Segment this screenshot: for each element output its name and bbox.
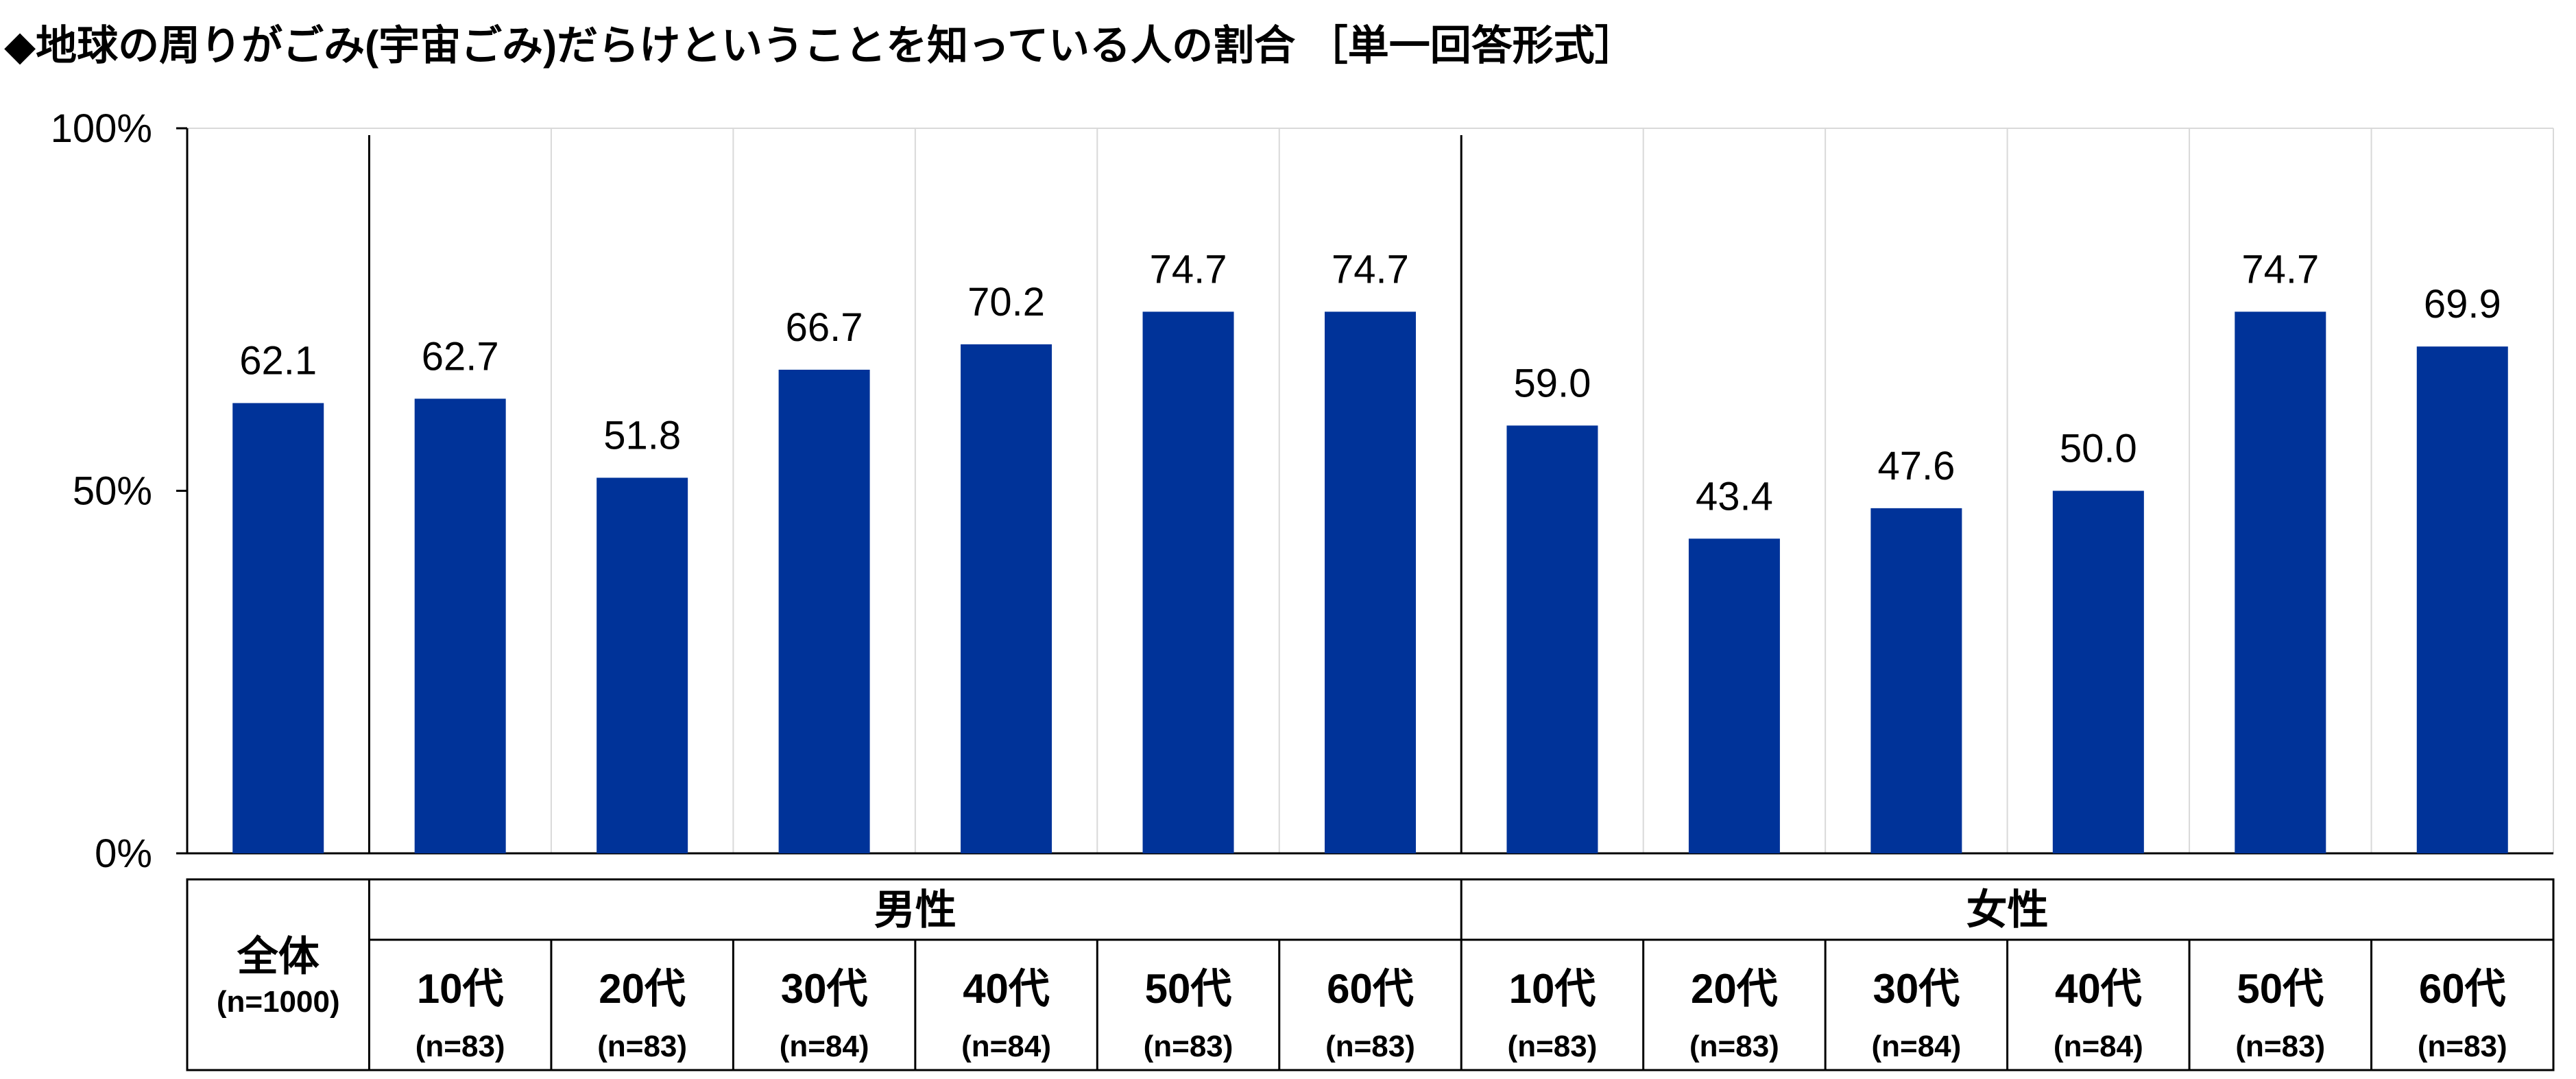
bar [1688, 538, 1780, 853]
sample-size-label: (n=83) [597, 1030, 687, 1063]
x-tick-label: 40代 [2055, 966, 2142, 1012]
bar [2052, 490, 2144, 853]
data-label: 59.0 [1514, 361, 1591, 405]
sample-size-label: (n=83) [1508, 1030, 1598, 1063]
sample-size-label: (n=84) [780, 1030, 869, 1063]
x-tick-label: 60代 [2419, 966, 2506, 1012]
category-table [186, 878, 2555, 1071]
sample-size-label: (n=84) [1871, 1030, 1961, 1063]
data-label: 74.7 [1332, 247, 1409, 292]
y-tick-label: 50% [73, 469, 152, 514]
sample-size-label: (n=83) [1689, 1030, 1779, 1063]
data-label: 74.7 [1150, 247, 1227, 292]
x-tick-label: 30代 [781, 966, 868, 1012]
bar [414, 399, 506, 853]
sample-size-label: (n=83) [1325, 1030, 1415, 1063]
data-label: 50.0 [2060, 427, 2137, 471]
bar [1870, 508, 1962, 853]
data-label: 62.7 [422, 334, 499, 379]
y-tick-label: 0% [95, 831, 152, 876]
bar [961, 344, 1052, 854]
sample-size-label: (n=83) [2418, 1030, 2507, 1063]
x-tick-label: 40代 [963, 966, 1050, 1012]
data-label: 69.9 [2424, 282, 2501, 327]
group-label-male: 男性 [874, 887, 956, 933]
bar [1142, 311, 1234, 853]
x-tick-label: 50代 [1145, 966, 1232, 1012]
sample-size-label: (n=84) [2054, 1030, 2143, 1063]
data-label: 70.2 [967, 280, 1045, 324]
bar [232, 403, 324, 853]
bar [778, 369, 870, 853]
x-tick-label: 10代 [417, 966, 504, 1012]
bar [2235, 311, 2326, 853]
sample-size-label: (n=83) [416, 1030, 505, 1063]
data-label: 62.1 [239, 339, 317, 383]
chart-title: ◆地球の周りがごみ(宇宙ごみ)だらけということを知っている人の割合 ［単一回答形… [4, 23, 1636, 69]
x-tick-label: 20代 [1691, 966, 1778, 1012]
group-label-female: 女性 [1966, 887, 2049, 933]
group-label-total: 全体 [237, 934, 320, 980]
sample-size-label: (n=84) [961, 1030, 1051, 1063]
x-tick-label: 60代 [1327, 966, 1414, 1012]
data-label: 51.8 [603, 413, 681, 458]
x-tick-label: 20代 [599, 966, 686, 1012]
data-label: 43.4 [1696, 474, 1773, 519]
bar [2416, 346, 2508, 854]
data-label: 74.7 [2241, 247, 2319, 292]
bar [1506, 425, 1598, 853]
x-tick-label: 50代 [2237, 966, 2324, 1012]
bar [1325, 311, 1416, 853]
y-tick-label: 100% [51, 106, 152, 151]
sample-size-label: (n=83) [2235, 1030, 2325, 1063]
bar [597, 477, 688, 853]
x-tick-label: 10代 [1509, 966, 1596, 1012]
sample-size-total: (n=1000) [217, 985, 340, 1019]
data-label: 47.6 [1877, 444, 1955, 488]
x-tick-label: 30代 [1873, 966, 1960, 1012]
sample-size-label: (n=83) [1144, 1030, 1233, 1063]
data-label: 66.7 [786, 305, 863, 350]
